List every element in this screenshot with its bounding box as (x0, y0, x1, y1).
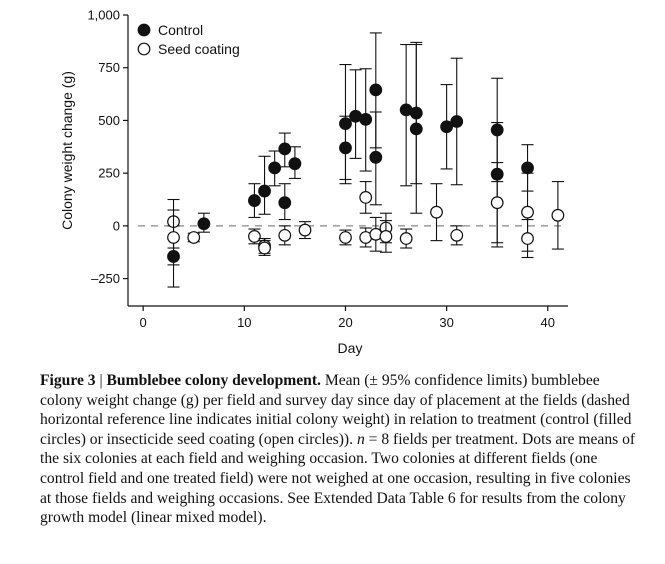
control-point (248, 194, 261, 207)
legend-label-seed-coating: Seed coating (158, 41, 240, 57)
caption-title: Bumblebee colony development. (106, 372, 321, 389)
caption-n-symbol: n (356, 430, 365, 448)
seed-coating-point (359, 191, 373, 204)
seed-coating-point (339, 231, 352, 244)
y-axis-title: Colony weight change (g) (59, 71, 75, 230)
control-point (288, 157, 302, 171)
series-seed-coating (167, 162, 565, 266)
x-tick-label: 0 (140, 315, 147, 330)
x-axis-title: Day (338, 340, 363, 356)
legend-marker-seed-coating (137, 42, 151, 56)
control-point (450, 115, 464, 128)
caption-label: Figure 3 (40, 372, 96, 389)
control-point (268, 161, 282, 175)
x-tick-label: 10 (237, 315, 251, 330)
seed-coating-point (278, 228, 292, 242)
seed-coating-point (490, 196, 504, 210)
caption-text-2: = 8 fields per treatment. Dots are means… (40, 430, 636, 527)
colony-weight-chart: –250 0 250 500 750 1,000 0 10 20 30 40 Day Colony we… (59, 8, 568, 356)
seed-coating-point (521, 232, 534, 245)
caption-text-1: Mean (± 95% confidence limits) bumblebee… (40, 372, 632, 448)
chart-axes: –250 0 250 500 750 1,000 0 10 20 30 40 Day Colony we… (59, 8, 568, 356)
control-point (339, 117, 352, 130)
y-tick-label: 250 (98, 166, 120, 181)
figure-caption: Figure 3 | Bumblebee colony development.… (40, 371, 640, 528)
control-point (440, 120, 454, 134)
series-control (167, 32, 534, 288)
y-tick-label: 0 (113, 218, 120, 233)
control-point (369, 83, 383, 97)
control-point (258, 184, 271, 198)
control-point (278, 196, 292, 210)
control-point (359, 112, 373, 126)
seed-coating-point (399, 232, 413, 245)
control-point (521, 161, 534, 175)
seed-coating-point (430, 205, 443, 219)
y-tick-label: 1,000 (87, 8, 120, 23)
seed-coating-point (258, 241, 271, 255)
x-tick-label: 40 (541, 315, 555, 330)
control-point (409, 106, 423, 120)
seed-coating-point (248, 230, 261, 243)
seed-coating-point (187, 231, 201, 244)
control-point (490, 123, 504, 137)
seed-coating-point (551, 208, 565, 222)
control-point (197, 217, 211, 231)
chart-legend: Control Seed coating (137, 22, 240, 57)
control-point (278, 142, 292, 156)
seed-coating-point (450, 228, 464, 242)
x-tick-label: 20 (338, 315, 352, 330)
legend-label-control: Control (158, 22, 203, 38)
legend-marker-control (137, 23, 151, 37)
seed-coating-point (167, 231, 180, 244)
caption-separator: | (95, 372, 107, 389)
seed-coating-point (379, 230, 393, 243)
x-tick-label: 30 (439, 315, 453, 330)
y-tick-label: 500 (98, 113, 120, 128)
control-point (369, 150, 383, 164)
y-tick-label: 750 (98, 60, 120, 75)
seed-coating-point (521, 205, 534, 219)
seed-coating-point (298, 223, 312, 237)
y-tick-label: –250 (91, 271, 120, 286)
chart-marks (167, 32, 565, 288)
